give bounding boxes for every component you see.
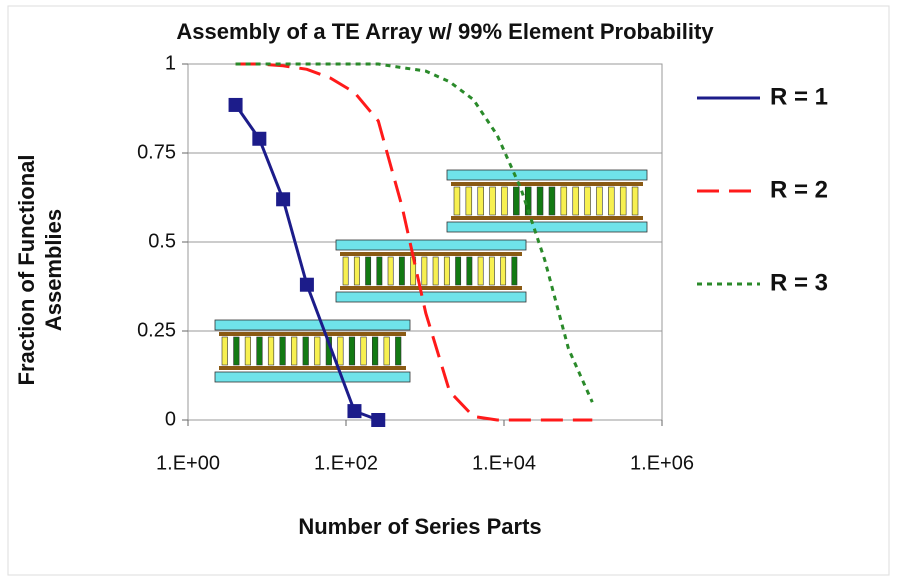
inset-leg [338,337,344,365]
inset-leg [388,257,393,285]
inset-leg [349,337,355,365]
inset-leg [490,187,496,215]
chart-title: Assembly of a TE Array w/ 99% Element Pr… [176,19,714,44]
x-tick-label: 1.E+06 [630,452,694,474]
chart: Assembly of a TE Array w/ 99% Element Pr… [0,0,897,581]
y-tick-label: 0.75 [137,141,176,163]
inset-leg [372,337,378,365]
data-point [300,278,314,292]
x-tick-label: 1.E+02 [314,452,378,474]
data-point [371,413,385,427]
inset-leg [399,257,404,285]
inset-leg [343,257,348,285]
inset-plate [215,320,410,330]
inset-leg [608,187,614,215]
inset-leg [537,187,543,215]
inset-leg [234,337,240,365]
inset-leg [632,187,638,215]
inset-leg [561,187,567,215]
y-axis-title: Fraction of Functional Assemblies [13,130,73,410]
inset-leg [395,337,401,365]
inset-leg [433,257,438,285]
x-tick-label: 1.E+04 [472,452,536,474]
inset-leg [268,337,274,365]
y-tick-label: 0.25 [137,319,176,341]
inset-contact [340,252,522,256]
inset-leg [620,187,626,215]
inset-plate [336,292,526,302]
inset-plate [336,240,526,250]
inset-leg [366,257,371,285]
inset-leg [549,187,555,215]
inset-leg [291,337,297,365]
legend-label: R = 3 [770,269,828,296]
inset-contact [219,332,406,336]
inset-leg [377,257,382,285]
inset-leg [354,257,359,285]
inset-leg [245,337,251,365]
inset-leg [513,187,519,215]
inset-leg [478,187,484,215]
inset-plate [447,170,647,180]
inset-leg [280,337,286,365]
y-tick-label: 1 [165,52,176,74]
inset-leg [257,337,263,365]
inset-leg [222,337,228,365]
inset-leg [466,187,472,215]
inset-leg [315,337,321,365]
inset-contact [340,286,522,290]
inset-plate [215,372,410,382]
inset-leg [454,187,460,215]
page: Assembly of a TE Array w/ 99% Element Pr… [0,0,897,581]
data-point [276,192,290,206]
inset-leg [573,187,579,215]
legend-label: R = 2 [770,176,828,203]
x-axis-title: Number of Series Parts [298,514,541,539]
inset-leg [501,257,506,285]
inset-leg [585,187,591,215]
inset-contact [451,182,643,186]
inset-contact [451,216,643,220]
inset-leg [384,337,390,365]
data-point [252,132,266,146]
data-point [347,404,361,418]
inset-leg [478,257,483,285]
inset-leg [456,257,461,285]
inset-plate [447,222,647,232]
y-tick-label: 0 [165,408,176,430]
inset-leg [444,257,449,285]
inset-contact [219,366,406,370]
inset-leg [467,257,472,285]
inset-leg [502,187,508,215]
inset-leg [489,257,494,285]
inset-leg [597,187,603,215]
inset-leg [512,257,517,285]
data-point [229,98,243,112]
y-tick-label: 0.5 [148,230,176,252]
x-tick-label: 1.E+00 [156,452,220,474]
legend-label: R = 1 [770,83,828,110]
inset-leg [422,257,427,285]
inset-leg [361,337,367,365]
inset-leg [303,337,309,365]
